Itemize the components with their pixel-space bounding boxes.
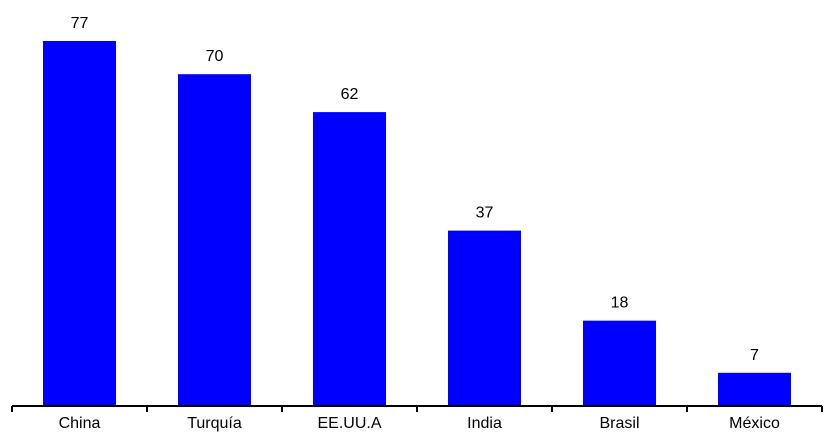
data-label: 70 xyxy=(206,48,224,65)
bar-ee-uu-a xyxy=(313,112,386,407)
data-label-group: 77 70 62 37 18 7 xyxy=(71,15,759,364)
data-label: 77 xyxy=(71,15,89,32)
bar-m-xico xyxy=(718,372,791,406)
category-label: India xyxy=(467,415,502,432)
category-label: Brasil xyxy=(599,415,639,432)
category-label: México xyxy=(729,415,780,432)
bar-group xyxy=(43,41,791,407)
bar-brasil xyxy=(583,320,656,406)
data-label: 7 xyxy=(750,347,759,364)
data-label: 18 xyxy=(611,295,629,312)
data-label: 62 xyxy=(341,86,359,103)
category-label: EE.UU.A xyxy=(317,415,381,432)
category-label: Turquía xyxy=(187,415,242,432)
x-axis-ticks: China Turquía EE.UU.A India Brasil México xyxy=(11,406,823,432)
bar-turqu-a xyxy=(178,74,251,406)
data-label: 37 xyxy=(476,205,494,222)
category-label: China xyxy=(59,415,101,432)
bar-india xyxy=(448,230,521,406)
bar-china xyxy=(43,41,116,406)
